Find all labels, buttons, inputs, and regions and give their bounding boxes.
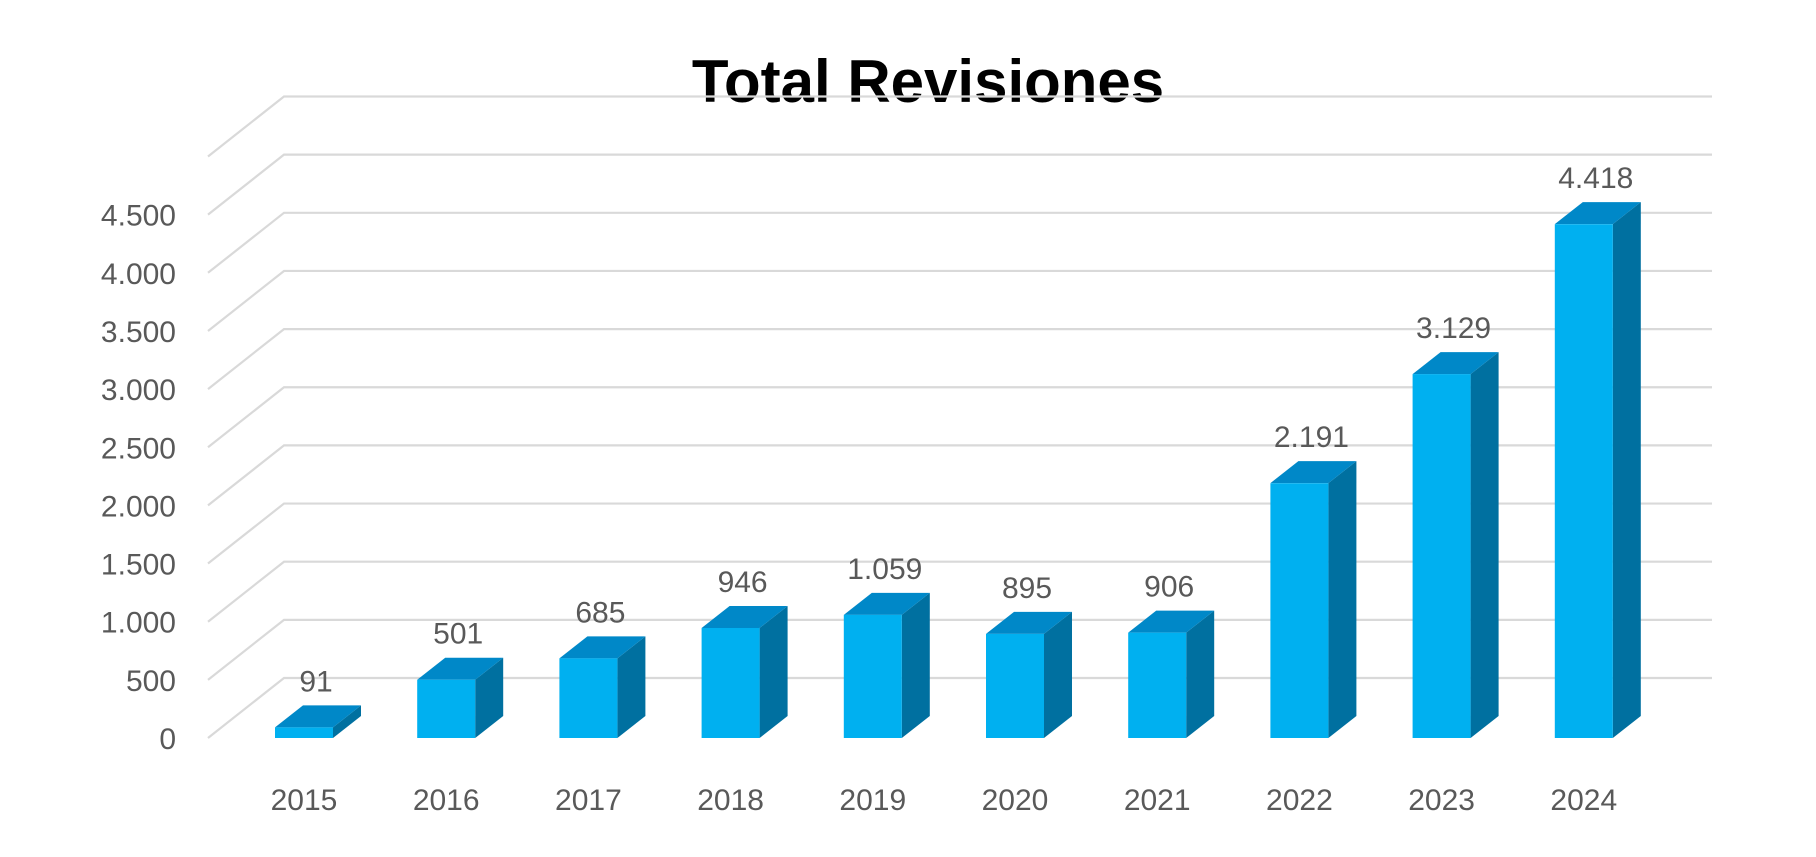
x-tick-label: 2019 bbox=[839, 784, 906, 817]
y-axis-tick-labels: 0 500 1.000 1.500 2.000 2.500 3.000 3.500 4.000 4… bbox=[101, 200, 176, 756]
bar bbox=[1270, 461, 1357, 738]
bar-side-face bbox=[901, 592, 930, 738]
gridline bbox=[207, 153, 1712, 216]
data-label: 895 bbox=[1002, 572, 1052, 605]
bar-side-face bbox=[759, 605, 788, 738]
x-tick-label: 2023 bbox=[1408, 784, 1475, 817]
bar-top-face bbox=[701, 605, 788, 628]
bar bbox=[1412, 352, 1499, 738]
bar bbox=[1554, 202, 1641, 739]
bar-side-face bbox=[1328, 461, 1357, 738]
y-tick-label: 1.000 bbox=[101, 607, 176, 640]
data-labels: 91 501 685 946 1.059 895 906 2.191 3.129 4.418 bbox=[299, 162, 1633, 698]
y-tick-label: 2.500 bbox=[101, 432, 176, 465]
bar-front-face bbox=[1270, 483, 1329, 738]
bar bbox=[986, 611, 1072, 738]
gridline bbox=[207, 211, 1712, 274]
y-tick-label: 0 bbox=[159, 723, 176, 756]
gridline bbox=[207, 444, 1712, 507]
bar bbox=[1128, 610, 1215, 738]
bar-front-face bbox=[1128, 632, 1187, 738]
bar-side-face bbox=[617, 636, 646, 738]
data-label: 1.059 bbox=[847, 553, 922, 586]
x-tick-label: 2017 bbox=[555, 784, 622, 817]
bar bbox=[275, 705, 361, 738]
data-label: 3.129 bbox=[1416, 312, 1491, 345]
gridline bbox=[207, 502, 1712, 565]
data-label: 91 bbox=[299, 665, 332, 698]
bar bbox=[417, 657, 504, 738]
bar-top-face bbox=[559, 636, 646, 659]
bar-front-face bbox=[275, 727, 333, 738]
bar-top-face bbox=[1128, 610, 1215, 633]
data-label: 946 bbox=[718, 566, 768, 599]
bar-side-face bbox=[1186, 610, 1215, 738]
y-tick-label: 500 bbox=[126, 665, 176, 698]
bar bbox=[701, 605, 788, 738]
bar-front-face bbox=[1412, 374, 1471, 738]
bar-top-face bbox=[843, 592, 930, 615]
data-label: 906 bbox=[1144, 571, 1194, 604]
bar-top-face bbox=[417, 657, 504, 680]
x-tick-label: 2021 bbox=[1124, 784, 1191, 817]
bar-top-face bbox=[275, 705, 361, 728]
bars bbox=[275, 202, 1641, 739]
bar-side-face bbox=[1044, 611, 1072, 738]
gridline bbox=[207, 269, 1712, 332]
y-tick-label: 4.000 bbox=[101, 258, 176, 291]
x-tick-label: 2015 bbox=[271, 784, 338, 817]
y-tick-label: 4.500 bbox=[101, 200, 176, 233]
data-label: 2.191 bbox=[1274, 421, 1349, 454]
x-tick-label: 2016 bbox=[413, 784, 480, 817]
x-axis-tick-labels: 2015 2016 2017 2018 2019 2020 2021 2022 2023 2024 bbox=[271, 784, 1618, 817]
x-tick-label: 2020 bbox=[982, 784, 1049, 817]
bar bbox=[559, 636, 646, 738]
data-label: 4.418 bbox=[1558, 162, 1633, 195]
gridline bbox=[207, 618, 1712, 681]
bar-top-face bbox=[986, 611, 1072, 634]
x-tick-label: 2022 bbox=[1266, 784, 1333, 817]
y-tick-label: 3.000 bbox=[101, 374, 176, 407]
gridline bbox=[207, 676, 1712, 739]
chart-title: Total Revisiones bbox=[692, 48, 1164, 115]
bar-front-face bbox=[843, 614, 902, 738]
gridline bbox=[207, 95, 1712, 158]
bar-front-face bbox=[417, 679, 476, 738]
bar-top-face bbox=[1554, 202, 1641, 225]
bar-front-face bbox=[559, 658, 618, 738]
bar-top-face bbox=[1270, 461, 1357, 484]
gridline bbox=[207, 386, 1712, 449]
y-tick-label: 2.000 bbox=[101, 490, 176, 523]
data-label: 685 bbox=[575, 596, 625, 629]
bar-side-face bbox=[475, 657, 504, 738]
bar bbox=[843, 592, 930, 738]
bar-side-face bbox=[1470, 352, 1499, 738]
gridline bbox=[207, 328, 1712, 390]
y-tick-label: 1.500 bbox=[101, 549, 176, 582]
x-tick-label: 2018 bbox=[697, 784, 764, 817]
bar-top-face bbox=[1412, 352, 1499, 375]
bar-side-face bbox=[333, 705, 361, 738]
bar-front-face bbox=[986, 633, 1044, 738]
data-label: 501 bbox=[433, 618, 483, 651]
x-tick-label: 2024 bbox=[1550, 784, 1617, 817]
bar-front-face bbox=[701, 627, 760, 738]
bar-front-face bbox=[1554, 224, 1613, 739]
gridlines bbox=[207, 95, 1712, 739]
gridline bbox=[207, 560, 1712, 623]
y-tick-label: 3.500 bbox=[101, 316, 176, 349]
bar-side-face bbox=[1612, 202, 1641, 739]
